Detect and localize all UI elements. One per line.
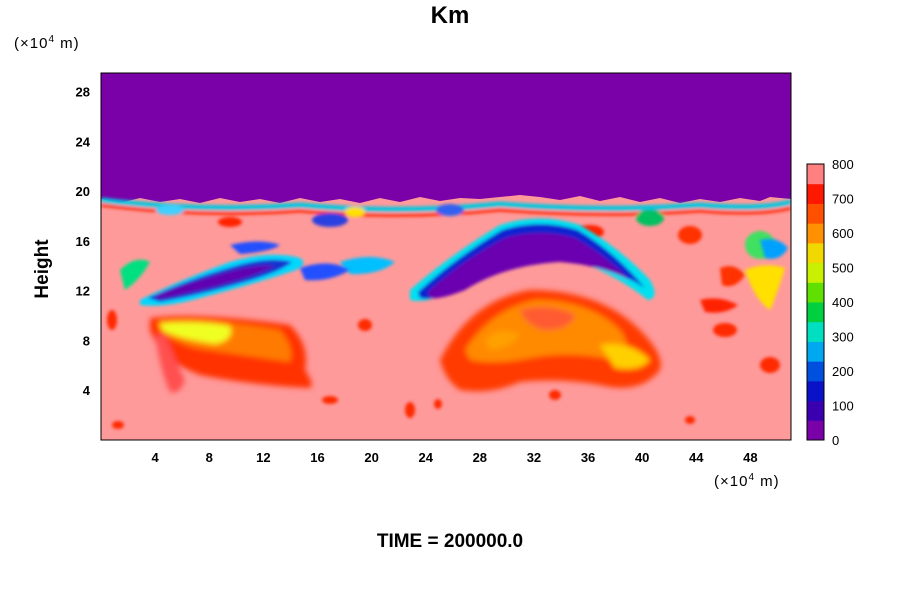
y-tick-label: 24 <box>76 134 91 149</box>
small-features <box>107 310 780 429</box>
top-layer <box>101 73 791 203</box>
colorbar-tick-label: 800 <box>832 157 854 172</box>
colorbar-tick-label: 300 <box>832 330 854 345</box>
y-tick-label: 8 <box>83 333 90 348</box>
x-tick-label: 20 <box>364 450 378 465</box>
y-axis-ticks: 4 8 12 16 20 24 28 <box>76 85 91 399</box>
colorbar-swatch <box>807 321 824 342</box>
colorbar-swatch <box>807 282 824 303</box>
x-axis-ticks: 4 8 12 16 20 24 28 32 36 40 44 48 <box>152 450 758 465</box>
right-high-patch <box>440 290 661 392</box>
x-tick-label: 28 <box>473 450 487 465</box>
y-tick-label: 4 <box>83 383 91 398</box>
colorbar-tick-label: 0 <box>832 433 839 448</box>
colorbar-swatch <box>807 262 824 283</box>
x-tick-label: 8 <box>206 450 213 465</box>
colorbar <box>806 163 825 441</box>
colorbar-tick-label: 500 <box>832 261 854 276</box>
colorbar-tick-label: 200 <box>832 364 854 379</box>
colorbar-swatch <box>807 203 824 224</box>
colorbar-swatch <box>807 341 824 362</box>
colorbar-swatch <box>807 400 824 421</box>
colorbar-swatch <box>807 420 824 441</box>
y-tick-label: 28 <box>76 85 90 100</box>
colorbar-tick-label: 600 <box>832 226 854 241</box>
x-tick-label: 48 <box>743 450 757 465</box>
central-low-band <box>300 218 655 301</box>
x-axis-unit: (×104 m) <box>714 472 780 490</box>
x-tick-label: 32 <box>527 450 541 465</box>
colorbar-swatch <box>807 302 824 323</box>
colorbar-tick-label: 400 <box>832 295 854 310</box>
chart-title: Km <box>430 2 470 29</box>
colorbar-frame <box>806 163 825 441</box>
left-low-band <box>120 241 304 306</box>
colorbar-swatch <box>807 242 824 264</box>
time-footer: TIME = 200000.0 <box>376 531 524 552</box>
right-features <box>700 239 788 313</box>
x-tick-label: 24 <box>418 450 433 465</box>
colorbar-ticks: 0 100 200 300 400 500 600 700 800 <box>832 157 854 448</box>
colorbar-tick-label: 100 <box>832 399 854 414</box>
colorbar-swatch <box>807 164 824 185</box>
y-tick-label: 20 <box>76 184 90 199</box>
x-tick-label: 40 <box>635 450 649 465</box>
left-high-patch <box>150 316 312 393</box>
y-axis-unit: (×104 m) <box>14 34 80 52</box>
plot-area <box>101 73 791 440</box>
colorbar-swatch <box>807 183 824 204</box>
plot-frame <box>100 72 792 441</box>
colorbar-tick-label: 700 <box>832 192 854 207</box>
y-tick-label: 12 <box>76 284 90 299</box>
colorbar-swatch <box>807 361 824 382</box>
x-tick-label: 4 <box>152 450 160 465</box>
colorbar-swatch <box>807 380 824 402</box>
x-tick-label: 44 <box>689 450 704 465</box>
x-tick-label: 12 <box>256 450 270 465</box>
colorbar-swatch <box>807 223 824 244</box>
x-tick-label: 36 <box>581 450 595 465</box>
y-tick-label: 16 <box>76 234 90 249</box>
x-tick-label: 16 <box>310 450 324 465</box>
